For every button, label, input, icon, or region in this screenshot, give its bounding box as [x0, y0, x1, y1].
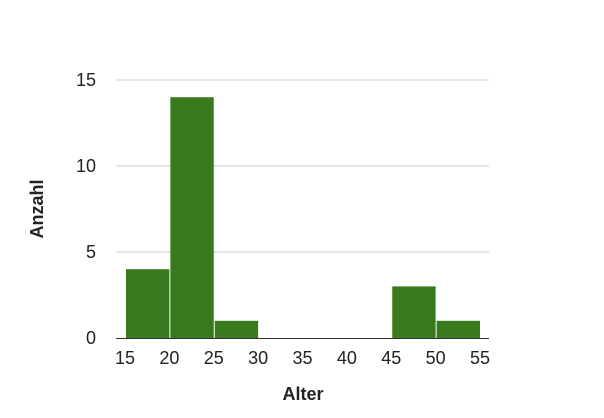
bars	[126, 97, 480, 338]
y-axis-title: Anzahl	[27, 179, 47, 238]
x-axis-title: Alter	[282, 384, 323, 404]
bar-45-50	[392, 286, 436, 338]
y-tick-label-15: 15	[76, 70, 96, 90]
x-tick-label-25: 25	[204, 348, 224, 368]
x-tick-label-55: 55	[470, 348, 490, 368]
y-tick-label-10: 10	[76, 156, 96, 176]
bar-50-55	[436, 320, 480, 338]
x-tick-label-30: 30	[248, 348, 268, 368]
bar-25-30	[214, 320, 259, 338]
bar-15-20	[126, 269, 170, 338]
x-tick-label-45: 45	[381, 348, 401, 368]
x-tick-label-15: 15	[115, 348, 135, 368]
tick-labels: 0 5 10 15 15 20 25 30 35 40 45 50 55	[76, 70, 490, 368]
y-tick-label-0: 0	[86, 328, 96, 348]
x-tick-label-50: 50	[426, 348, 446, 368]
x-tick-label-35: 35	[292, 348, 312, 368]
y-tick-label-5: 5	[86, 242, 96, 262]
bar-20-25	[170, 97, 214, 338]
x-tick-label-40: 40	[337, 348, 357, 368]
x-tick-label-20: 20	[159, 348, 179, 368]
